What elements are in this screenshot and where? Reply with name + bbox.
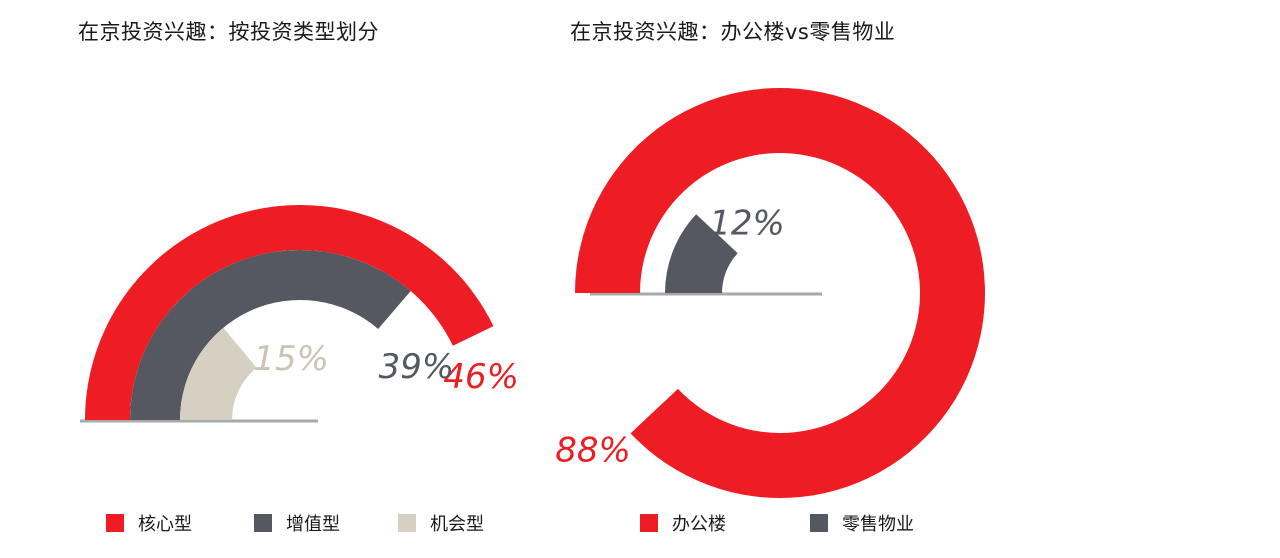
legend-swatch (810, 514, 828, 532)
data-label: 12% (709, 204, 785, 244)
legend-swatch (106, 514, 124, 532)
data-label: 88% (555, 431, 631, 471)
radial-chart-investment-type: 46%39% 15% (80, 204, 519, 423)
legend-swatch (640, 514, 658, 532)
legend: 办公楼 零售物业 (570, 510, 1280, 540)
legend-item-core: 核心型 (106, 510, 192, 536)
radial-chart-office-vs-retail: 88% 12% (555, 87, 985, 499)
legend-item-opportunistic: 机会型 (398, 510, 484, 536)
legend-label: 零售物业 (842, 514, 914, 535)
data-label: 46% (443, 357, 519, 397)
chart-panel-investment-type: 在京投资兴趣：按投资类型划分 46% 39% 15% 核心型 增值型 机会型 (0, 0, 570, 558)
chart-panel-office-vs-retail: 在京投资兴趣：办公楼vs零售物业 88% 12% 办公楼 零售物业 (555, 0, 1280, 558)
radial-bar-1 (130, 249, 411, 420)
legend-swatch (398, 514, 416, 532)
legend-label: 增值型 (286, 514, 340, 535)
legend-label: 办公楼 (672, 514, 726, 535)
data-label: 39% (379, 347, 455, 387)
radial-bar-2 (180, 327, 257, 420)
legend-item-office: 办公楼 (640, 510, 726, 536)
legend-swatch (254, 514, 272, 532)
legend-item-retail: 零售物业 (810, 510, 914, 536)
legend-label: 机会型 (430, 514, 484, 535)
legend-item-value-add: 增值型 (254, 510, 340, 536)
radial-bar-0 (575, 87, 985, 499)
radial-bar-0 (85, 204, 494, 420)
radial-bar-1 (665, 214, 738, 293)
chart-title: 在京投资兴趣：办公楼vs零售物业 (570, 20, 896, 44)
legend-label: 核心型 (138, 514, 192, 535)
data-label: 15% (253, 339, 329, 379)
legend: 核心型 增值型 机会型 (0, 510, 570, 540)
chart-title: 在京投资兴趣：按投资类型划分 (78, 20, 379, 44)
